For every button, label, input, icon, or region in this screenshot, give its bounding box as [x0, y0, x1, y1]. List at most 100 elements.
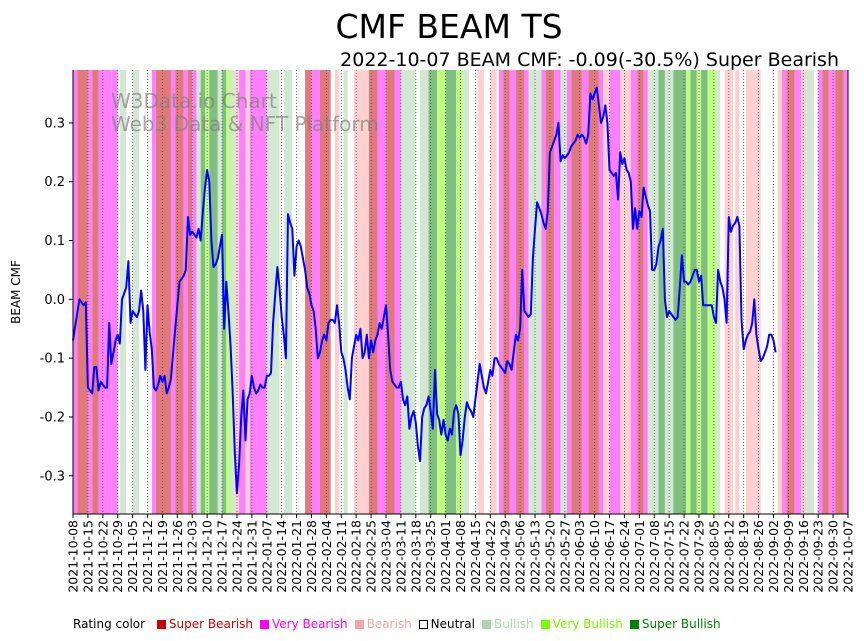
y-tick-label-6: 0.3 [44, 116, 65, 131]
x-tick-label-31: 2022-05-13 [528, 520, 543, 593]
x-tick-label-1: 2021-10-15 [80, 520, 95, 593]
rating-band-9 [156, 70, 171, 514]
y-tick-label-2: -0.1 [40, 352, 65, 367]
y-axis: -0.3 -0.2 -0.1 0.0 0.1 0.2 0.3 [40, 70, 74, 514]
x-tick-label-23: 2022-03-18 [408, 520, 423, 593]
rating-band-16 [200, 70, 206, 514]
rating-band-38 [385, 70, 395, 514]
rating-band-77 [701, 70, 708, 514]
date-gridlines [72, 70, 849, 514]
chart-title: CMF BEAM TS [335, 7, 562, 46]
rating-band-61 [581, 70, 589, 514]
x-tick-label-38: 2022-07-01 [632, 520, 647, 593]
chart-subtitle: 2022-10-07 BEAM CMF: -0.09(-30.5%) Super… [340, 49, 839, 71]
rating-band-40 [400, 70, 416, 514]
legend-item-very-bearish: Very Bearish [259, 617, 348, 631]
x-tick-label-29: 2022-04-29 [498, 520, 513, 593]
rating-band-22 [230, 70, 235, 514]
legend-item-neutral: Neutral [418, 617, 475, 631]
x-tick-label-12: 2021-12-31 [244, 520, 259, 593]
rating-band-92 [828, 70, 836, 514]
x-tick-label-18: 2022-02-11 [334, 520, 349, 593]
rating-band-70 [647, 70, 659, 514]
x-tick-label-19: 2022-02-18 [349, 520, 364, 593]
x-tick-label-47: 2022-09-02 [766, 520, 781, 593]
x-tick-label-3: 2021-10-29 [110, 520, 125, 593]
rating-band-43 [437, 70, 446, 514]
y-axis-label: BEAM CMF [9, 260, 23, 324]
rating-band-21 [226, 70, 231, 514]
x-tick-label-5: 2021-11-12 [140, 520, 155, 593]
rating-band-84 [777, 70, 782, 514]
rating-band-3 [92, 70, 99, 514]
rating-band-6 [119, 70, 127, 514]
legend-item-bullish: Bullish [481, 617, 534, 631]
rating-band-65 [609, 70, 621, 514]
rating-band-50 [503, 70, 510, 514]
x-tick-label-52: 2022-10-07 [841, 520, 856, 593]
rating-band-58 [560, 70, 567, 514]
rating-band-33 [343, 70, 348, 514]
rating-band-78 [707, 70, 716, 514]
rating-band-74 [686, 70, 691, 514]
x-tick-label-2: 2021-10-22 [95, 520, 110, 593]
x-tick-label-45: 2022-08-19 [736, 520, 751, 593]
x-tick-label-46: 2022-08-26 [751, 520, 766, 593]
rating-band-67 [630, 70, 638, 514]
x-axis: 2021-10-08 2021-10-15 2021-10-22 2021-10-29… [66, 70, 856, 593]
x-tick-label-7: 2021-11-26 [170, 520, 185, 593]
rating-band-75 [690, 70, 697, 514]
x-tick-label-51: 2022-09-30 [826, 520, 841, 593]
rating-band-19 [217, 70, 223, 514]
x-tick-label-0: 2021-10-08 [66, 520, 81, 593]
rating-band-63 [598, 70, 604, 514]
rating-band-46 [462, 70, 470, 514]
rating-band-87 [794, 70, 802, 514]
x-tick-label-30: 2022-05-06 [513, 520, 528, 593]
x-tick-label-15: 2022-01-21 [289, 520, 304, 593]
rating-band-27 [266, 70, 280, 514]
rating-band-15 [196, 70, 201, 514]
rating-band-5 [111, 70, 118, 514]
rating-band-4 [98, 70, 112, 514]
x-tick-label-32: 2022-05-20 [542, 520, 557, 593]
x-tick-label-17: 2022-02-04 [319, 520, 334, 593]
rating-band-30 [311, 70, 320, 514]
x-tick-label-34: 2022-06-03 [572, 520, 587, 593]
rating-band-28 [283, 70, 293, 514]
x-tick-label-8: 2021-12-03 [185, 520, 200, 593]
x-tick-label-16: 2022-01-28 [304, 520, 319, 593]
legend-item-super-bullish: Super Bullish [629, 617, 721, 631]
legend-lead: Rating color [73, 617, 146, 631]
rating-band-89 [805, 70, 814, 514]
rating-band-47 [477, 70, 484, 514]
watermark-line-2: Web3 Data & NFT Platform [111, 112, 379, 136]
legend-label-3: Neutral [430, 617, 475, 631]
rating-band-7 [132, 70, 140, 514]
x-tick-label-41: 2022-07-22 [677, 520, 692, 593]
x-tick-label-26: 2022-04-08 [453, 520, 468, 593]
rating-band-57 [554, 70, 561, 514]
rating-band-31 [319, 70, 331, 514]
x-tick-label-33: 2022-05-27 [557, 520, 572, 593]
legend-swatch-2 [354, 620, 364, 629]
x-tick-label-6: 2021-11-19 [155, 520, 170, 593]
rating-band-42 [428, 70, 438, 514]
rating-band-66 [620, 70, 631, 514]
rating-band-71 [658, 70, 665, 514]
rating-band-81 [735, 70, 740, 514]
x-tick-label-22: 2022-03-11 [393, 520, 408, 593]
x-tick-label-10: 2021-12-17 [215, 520, 230, 593]
rating-band-94 [843, 70, 848, 514]
rating-band-14 [192, 70, 197, 514]
rating-band-39 [394, 70, 401, 514]
legend-label-4: Bullish [493, 617, 534, 631]
x-tick-label-48: 2022-09-09 [781, 520, 796, 593]
rating-band-41 [420, 70, 429, 514]
legend-label-2: Bearish [366, 617, 412, 631]
x-tick-label-28: 2022-04-22 [483, 520, 498, 593]
x-tick-label-21: 2022-03-04 [378, 520, 393, 593]
rating-band-1 [77, 70, 88, 514]
rating-band-62 [588, 70, 599, 514]
